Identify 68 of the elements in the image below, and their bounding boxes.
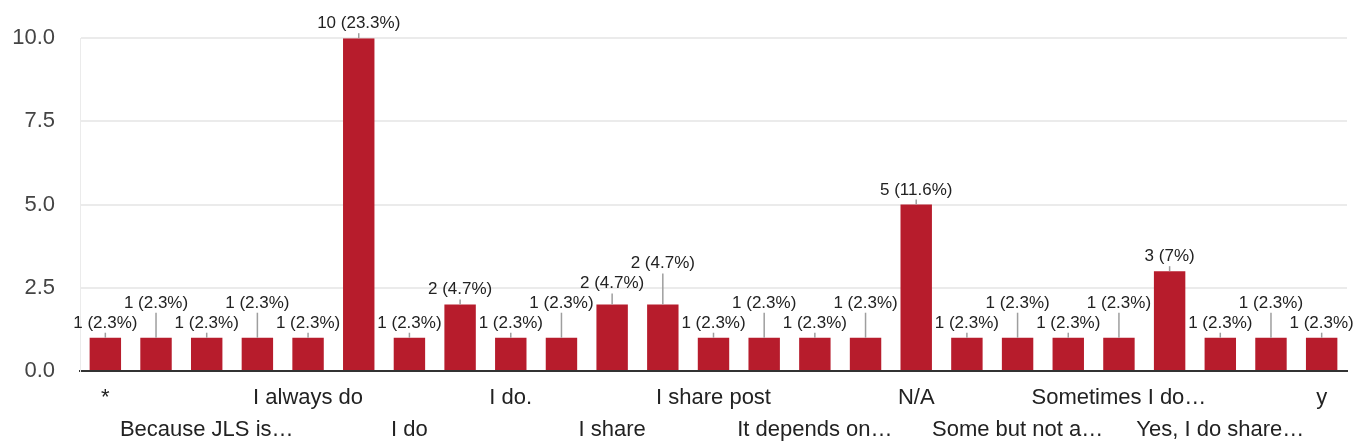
bar bbox=[1052, 337, 1084, 370]
y-tick-label: 5.0 bbox=[24, 190, 55, 216]
data-label: 2 (4.7%) bbox=[580, 273, 645, 293]
data-label: 1 (2.3%) bbox=[681, 312, 746, 332]
x-tick-label: Some but not a… bbox=[931, 415, 1104, 441]
x-tick-label: It depends on… bbox=[737, 415, 893, 441]
data-label: 1 (2.3%) bbox=[225, 292, 290, 312]
data-label: 2 (4.7%) bbox=[427, 279, 493, 299]
y-tick-label: 7.5 bbox=[24, 107, 55, 133]
bar bbox=[292, 337, 324, 370]
bar bbox=[1103, 337, 1135, 370]
y-tick-label: 2.5 bbox=[24, 273, 55, 299]
data-label: 1 (2.3%) bbox=[1036, 312, 1101, 332]
bar bbox=[241, 337, 274, 370]
bar bbox=[545, 337, 578, 370]
x-tick-label: I do bbox=[391, 415, 428, 441]
bar bbox=[697, 337, 730, 370]
bar bbox=[849, 337, 882, 370]
x-tick-label: I always do bbox=[253, 384, 364, 410]
bar bbox=[89, 337, 122, 370]
bar bbox=[900, 204, 932, 370]
x-tick-label: * bbox=[101, 384, 111, 410]
x-tick-label: I do. bbox=[489, 384, 533, 410]
x-tick-label: I share post bbox=[656, 384, 771, 410]
bar bbox=[495, 337, 527, 370]
bar bbox=[444, 304, 476, 370]
x-tick-label: y bbox=[1316, 384, 1328, 410]
data-label: 1 (2.3%) bbox=[478, 312, 543, 332]
data-label: 1 (2.3%) bbox=[377, 312, 442, 332]
bar bbox=[1153, 271, 1186, 370]
data-label: 1 (2.3%) bbox=[73, 312, 138, 332]
data-label: 1 (2.3%) bbox=[782, 312, 847, 332]
y-tick-label: 10.0 bbox=[12, 24, 55, 50]
data-label: 1 (2.3%) bbox=[1289, 312, 1354, 332]
bar bbox=[393, 337, 426, 370]
data-label: 1 (2.3%) bbox=[934, 312, 1000, 332]
bar bbox=[951, 337, 983, 370]
x-tick-label: I share bbox=[578, 415, 646, 441]
bar bbox=[799, 337, 831, 370]
data-label: 1 (2.3%) bbox=[275, 312, 341, 332]
data-label: 1 (2.3%) bbox=[985, 292, 1050, 312]
x-tick-label: N/A bbox=[897, 384, 935, 410]
data-label: 5 (11.6%) bbox=[879, 179, 953, 199]
data-label: 1 (2.3%) bbox=[1086, 292, 1152, 312]
x-tick-label: Sometimes I do… bbox=[1031, 384, 1207, 410]
data-label: 1 (2.3%) bbox=[732, 292, 797, 312]
data-label: 1 (2.3%) bbox=[833, 292, 898, 312]
data-label: 1 (2.3%) bbox=[1188, 312, 1253, 332]
bar bbox=[140, 337, 172, 370]
bar bbox=[1001, 337, 1034, 370]
bar bbox=[596, 304, 628, 370]
bar bbox=[1204, 337, 1237, 370]
x-tick-label: Because JLS is… bbox=[119, 415, 294, 441]
data-label: 2 (4.7%) bbox=[630, 253, 695, 273]
data-label: 1 (2.3%) bbox=[123, 292, 189, 312]
data-label: 1 (2.3%) bbox=[529, 292, 594, 312]
bar bbox=[1305, 337, 1338, 370]
data-label: 10 (23.3%) bbox=[317, 13, 401, 33]
bar bbox=[647, 304, 679, 370]
data-label: 3 (7%) bbox=[1144, 246, 1195, 266]
bar bbox=[343, 38, 375, 370]
data-label: 1 (2.3%) bbox=[174, 312, 239, 332]
y-tick-label: 0.0 bbox=[24, 357, 55, 383]
bar bbox=[1255, 337, 1287, 370]
bar bbox=[190, 337, 223, 370]
data-label: 1 (2.3%) bbox=[1238, 292, 1304, 312]
bar bbox=[748, 337, 780, 370]
x-tick-label: Yes, I do share… bbox=[1136, 415, 1305, 441]
